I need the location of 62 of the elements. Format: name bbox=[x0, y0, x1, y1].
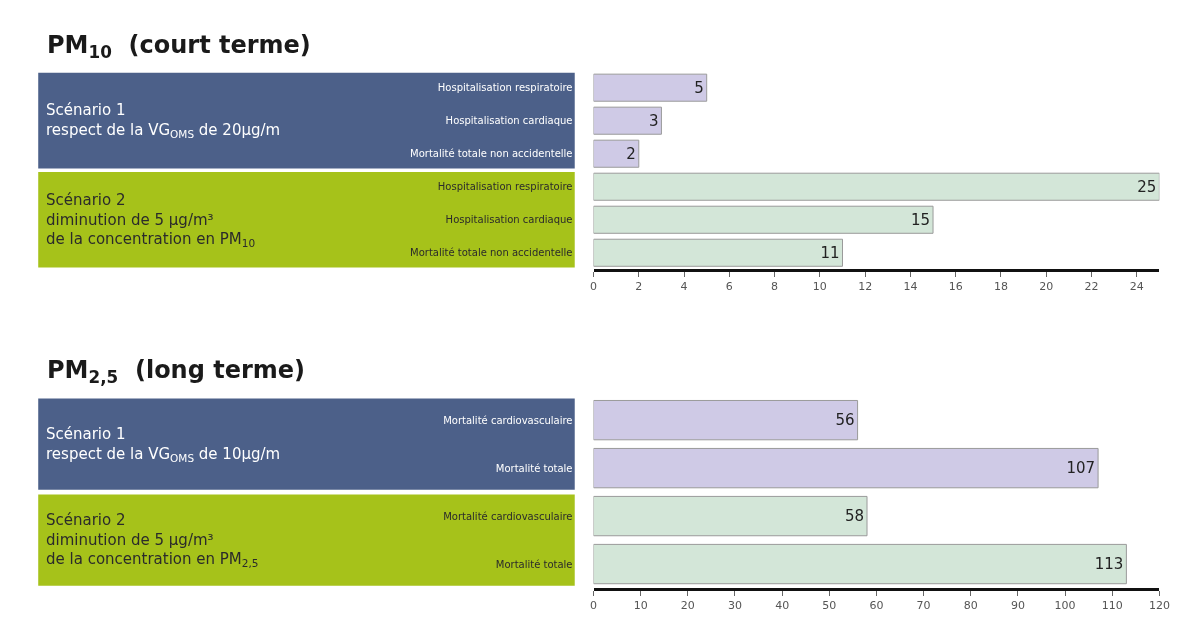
text: PM$_{10}$ (court terme) bbox=[47, 31, 311, 63]
x-tick-label: 60 bbox=[869, 599, 884, 613]
data-label: 3 bbox=[648, 111, 659, 130]
x-tick-label: 24 bbox=[1129, 280, 1144, 294]
x-tick-label: 100 bbox=[1054, 599, 1076, 613]
x-tick-label: 6 bbox=[725, 280, 733, 294]
y-tick-label: Mortalité cardiovasculaire bbox=[443, 510, 573, 522]
text: Scénario 1 respect de la VG$_{OMS}$ de 20µg/m bbox=[46, 101, 281, 140]
x-tick-label: 30 bbox=[727, 599, 742, 613]
y-tick-label: Mortalité totale non accidentelle bbox=[410, 247, 573, 259]
y-tick-label: Hospitalisation respiratoire bbox=[437, 181, 573, 193]
bar bbox=[593, 543, 1127, 585]
y-tick-label: Hospitalisation cardiaque bbox=[445, 115, 573, 127]
x-tick-label: 40 bbox=[775, 599, 790, 613]
x-tick-label: 18 bbox=[993, 280, 1008, 294]
x-tick-label: 14 bbox=[903, 280, 918, 294]
bar bbox=[593, 73, 708, 102]
data-label: 107 bbox=[1066, 459, 1096, 478]
x-tick-label: 80 bbox=[963, 599, 978, 613]
bar bbox=[593, 399, 859, 441]
data-label: 58 bbox=[844, 507, 865, 526]
x-tick-label: 16 bbox=[948, 280, 963, 294]
data-label: 56 bbox=[835, 411, 855, 430]
x-tick-label: 8 bbox=[771, 280, 779, 294]
x-tick-label: 0 bbox=[590, 280, 598, 294]
text: Scénario 2 diminution de 5 µg/m³ de la concentration en PM$_{10}$ bbox=[46, 191, 256, 250]
x-tick-label: 0 bbox=[590, 599, 598, 613]
x-tick-label: 22 bbox=[1084, 280, 1099, 294]
bar bbox=[593, 495, 868, 537]
data-label: 113 bbox=[1094, 555, 1124, 574]
x-tick-label: 10 bbox=[812, 280, 827, 294]
x-tick-label: 90 bbox=[1010, 599, 1025, 613]
bar bbox=[593, 139, 640, 168]
x-tick-label: 10 bbox=[633, 599, 648, 613]
data-label: 25 bbox=[1137, 177, 1157, 196]
x-tick-label: 120 bbox=[1148, 599, 1170, 613]
y-tick-label: Mortalité totale non accidentelle bbox=[410, 148, 573, 160]
x-tick-label: 20 bbox=[680, 599, 695, 613]
y-tick-label: Mortalité totale bbox=[495, 462, 573, 474]
x-tick-label: 50 bbox=[822, 599, 837, 613]
y-tick-label: Mortalité cardiovasculaire bbox=[443, 414, 573, 426]
bar bbox=[593, 205, 934, 234]
text: Scénario 2 diminution de 5 µg/m³ de la concentration en PM$_{2,5}$ bbox=[46, 511, 259, 570]
bar bbox=[593, 106, 662, 135]
data-label: 15 bbox=[910, 210, 931, 229]
y-tick-label: Hospitalisation respiratoire bbox=[437, 82, 573, 94]
x-tick-label: 110 bbox=[1101, 599, 1123, 613]
x-tick-label: 70 bbox=[916, 599, 931, 613]
data-label: 11 bbox=[820, 243, 840, 262]
x-tick-label: 2 bbox=[635, 280, 643, 294]
data-label: 2 bbox=[626, 144, 636, 163]
y-tick-label: Hospitalisation cardiaque bbox=[445, 214, 573, 226]
bar bbox=[593, 238, 843, 267]
x-tick-label: 20 bbox=[1039, 280, 1054, 294]
data-label: 5 bbox=[694, 78, 704, 97]
text: PM$_{2,5}$ (long terme) bbox=[47, 356, 306, 388]
bar bbox=[593, 447, 1099, 489]
text: Scénario 1 respect de la VG$_{OMS}$ de 10µg/m bbox=[46, 425, 281, 464]
y-tick-label: Mortalité totale bbox=[495, 558, 573, 570]
bar bbox=[593, 172, 1160, 201]
x-tick-label: 4 bbox=[680, 280, 688, 294]
x-tick-label: 12 bbox=[858, 280, 873, 294]
